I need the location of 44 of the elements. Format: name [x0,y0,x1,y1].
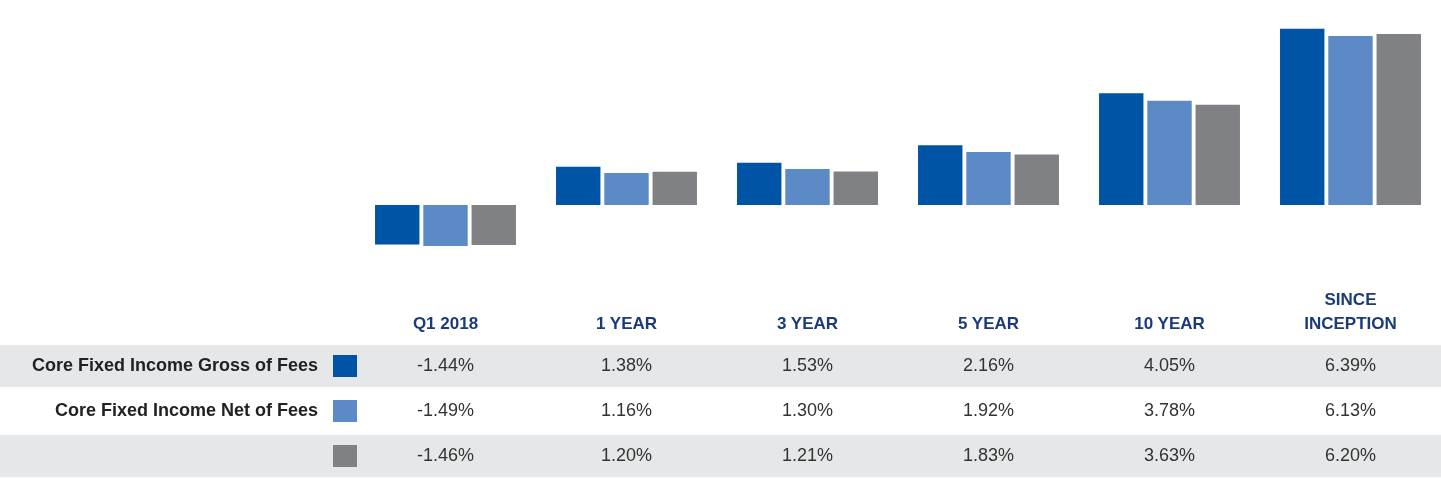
data-label: 6.20% [1324,444,1377,465]
bar [652,171,697,205]
legend-label: Core Fixed Income Net of Fees [54,399,318,420]
legend-label: Core Fixed Income Gross of Fees [31,354,318,375]
data-label: -1.44% [416,354,475,375]
data-label: 1.20% [600,444,653,465]
bar [375,204,420,245]
bar [1099,93,1144,205]
x-tick-label: 10 YEAR [1134,313,1205,333]
bar [1280,28,1325,205]
bar [918,145,963,205]
bar [737,162,782,205]
data-label: 1.30% [781,399,834,420]
data-label: 1.92% [962,399,1015,420]
bar [785,169,830,205]
bar [471,204,516,246]
bar [556,166,601,205]
x-tick-label: 1 YEAR [595,313,658,333]
bar [604,172,649,205]
x-tick-label: Q1 2018 [412,313,479,333]
data-label: 3.78% [1143,399,1196,420]
bar [1014,154,1059,205]
data-label: 1.16% [600,399,653,420]
data-label: 1.53% [781,354,834,375]
data-label: -1.46% [416,444,475,465]
bar [966,151,1011,205]
data-label: 6.39% [1324,354,1377,375]
data-label: 1.38% [600,354,653,375]
data-label: 2.16% [962,354,1015,375]
x-tick-label: SINCE INCEPTION [1304,289,1397,333]
bar [1147,100,1192,205]
bar [1328,35,1373,205]
data-label: 1.83% [962,444,1015,465]
data-label: -1.49% [416,399,475,420]
bar [1376,34,1421,205]
x-tick-label: 3 YEAR [776,313,839,333]
bar [423,204,468,246]
bar [1195,104,1240,205]
data-label: 1.21% [781,444,834,465]
data-label: 3.63% [1143,444,1196,465]
data-label: 6.13% [1324,399,1377,420]
bar [833,171,878,205]
data-label: 4.05% [1143,354,1196,375]
x-tick-label: 5 YEAR [957,313,1020,333]
